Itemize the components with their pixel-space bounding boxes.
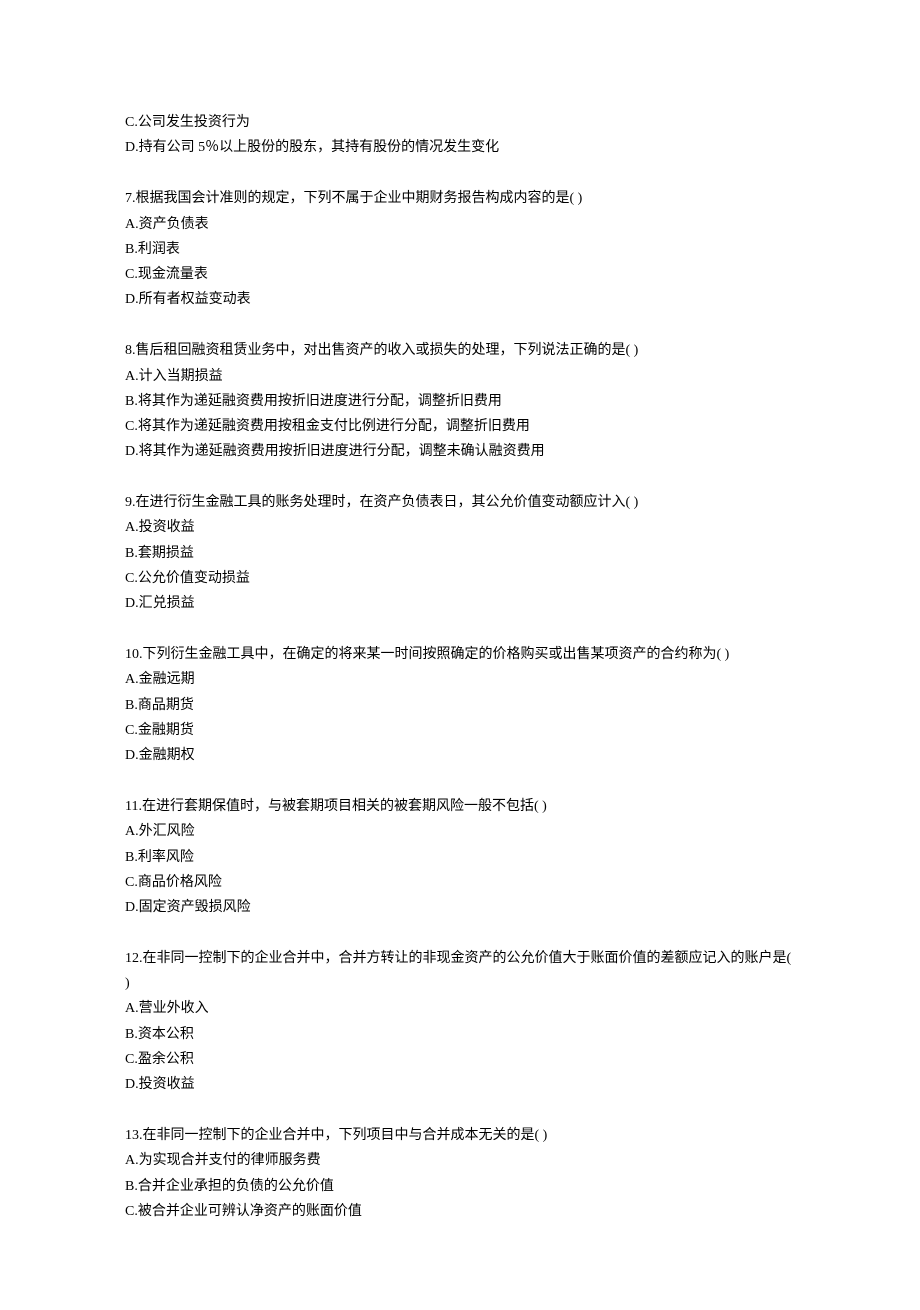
question-block: 13.在非同一控制下的企业合并中，下列项目中与合并成本无关的是( ) A.为实现…: [125, 1123, 795, 1224]
question-stem: 12.在非同一控制下的企业合并中，合并方转让的非现金资产的公允价值大于账面价值的…: [125, 946, 795, 996]
option-text: D.持有公司 5％以上股份的股东，其持有股份的情况发生变化: [125, 135, 795, 160]
option-text: C.金融期货: [125, 718, 795, 743]
option-text: C.公允价值变动损益: [125, 566, 795, 591]
question-block: 12.在非同一控制下的企业合并中，合并方转让的非现金资产的公允价值大于账面价值的…: [125, 946, 795, 1097]
option-text: B.套期损益: [125, 541, 795, 566]
option-text: D.将其作为递延融资费用按折旧进度进行分配，调整未确认融资费用: [125, 439, 795, 464]
question-stem: 11.在进行套期保值时，与被套期项目相关的被套期风险一般不包括( ): [125, 794, 795, 819]
question-block: 9.在进行衍生金融工具的账务处理时，在资产负债表日，其公允价值变动额应计入( )…: [125, 490, 795, 616]
question-block: 7.根据我国会计准则的规定，下列不属于企业中期财务报告构成内容的是( ) A.资…: [125, 186, 795, 312]
option-text: C.现金流量表: [125, 262, 795, 287]
option-text: B.资本公积: [125, 1022, 795, 1047]
question-block: 10.下列衍生金融工具中，在确定的将来某一时间按照确定的价格购买或出售某项资产的…: [125, 642, 795, 768]
orphan-option-block: C.公司发生投资行为 D.持有公司 5％以上股份的股东，其持有股份的情况发生变化: [125, 110, 795, 160]
question-stem: 13.在非同一控制下的企业合并中，下列项目中与合并成本无关的是( ): [125, 1123, 795, 1148]
option-text: D.固定资产毁损风险: [125, 895, 795, 920]
option-text: A.投资收益: [125, 515, 795, 540]
question-stem: 7.根据我国会计准则的规定，下列不属于企业中期财务报告构成内容的是( ): [125, 186, 795, 211]
option-text: C.将其作为递延融资费用按租金支付比例进行分配，调整折旧费用: [125, 414, 795, 439]
option-text: C.商品价格风险: [125, 870, 795, 895]
option-text: A.资产负债表: [125, 212, 795, 237]
option-text: A.营业外收入: [125, 996, 795, 1021]
option-text: D.金融期权: [125, 743, 795, 768]
option-text: D.汇兑损益: [125, 591, 795, 616]
option-text: B.利润表: [125, 237, 795, 262]
page-container: C.公司发生投资行为 D.持有公司 5％以上股份的股东，其持有股份的情况发生变化…: [0, 0, 920, 1310]
option-text: C.公司发生投资行为: [125, 110, 795, 135]
question-stem: 8.售后租回融资租赁业务中，对出售资产的收入或损失的处理，下列说法正确的是( ): [125, 338, 795, 363]
option-text: B.商品期货: [125, 693, 795, 718]
question-stem: 9.在进行衍生金融工具的账务处理时，在资产负债表日，其公允价值变动额应计入( ): [125, 490, 795, 515]
option-text: B.合并企业承担的负债的公允价值: [125, 1174, 795, 1199]
question-stem: 10.下列衍生金融工具中，在确定的将来某一时间按照确定的价格购买或出售某项资产的…: [125, 642, 795, 667]
option-text: B.将其作为递延融资费用按折旧进度进行分配，调整折旧费用: [125, 389, 795, 414]
option-text: D.所有者权益变动表: [125, 287, 795, 312]
option-text: A.金融远期: [125, 667, 795, 692]
option-text: A.计入当期损益: [125, 364, 795, 389]
question-block: 8.售后租回融资租赁业务中，对出售资产的收入或损失的处理，下列说法正确的是( )…: [125, 338, 795, 464]
option-text: A.为实现合并支付的律师服务费: [125, 1148, 795, 1173]
question-block: 11.在进行套期保值时，与被套期项目相关的被套期风险一般不包括( ) A.外汇风…: [125, 794, 795, 920]
option-text: C.盈余公积: [125, 1047, 795, 1072]
option-text: C.被合并企业可辨认净资产的账面价值: [125, 1199, 795, 1224]
option-text: A.外汇风险: [125, 819, 795, 844]
option-text: D.投资收益: [125, 1072, 795, 1097]
option-text: B.利率风险: [125, 845, 795, 870]
